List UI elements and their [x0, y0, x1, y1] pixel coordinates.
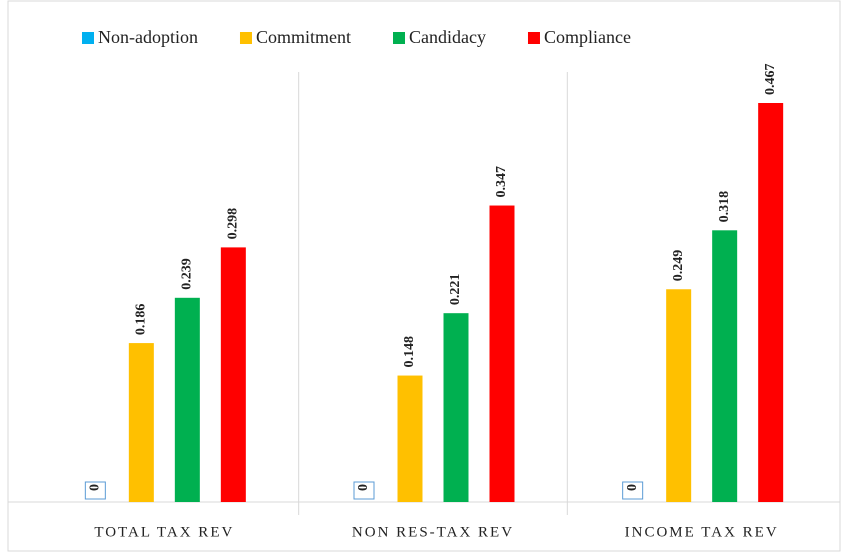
data-label: 0.347 — [494, 166, 509, 198]
bar — [712, 230, 738, 502]
legend-swatch — [393, 32, 405, 44]
bar — [443, 313, 469, 502]
x-tick-label: TOTAL TAX REV — [94, 524, 234, 540]
bar — [128, 343, 154, 502]
bar — [489, 205, 515, 502]
data-label: 0.298 — [226, 208, 241, 239]
bar — [397, 375, 423, 502]
bar — [758, 103, 784, 502]
legend-swatch — [527, 32, 540, 44]
data-label: 0 — [88, 484, 103, 491]
data-label: 0.249 — [671, 250, 686, 282]
data-label-box — [353, 481, 375, 500]
data-label: 0.239 — [180, 258, 195, 290]
data-label: 0.318 — [717, 191, 732, 223]
data-label-box — [84, 481, 106, 500]
legend-label: Non-adoption — [98, 27, 198, 47]
data-label: 0 — [625, 484, 640, 491]
bar — [174, 297, 200, 502]
data-label: 0 — [356, 484, 371, 491]
data-label: 0.467 — [763, 64, 778, 96]
legend-label: Commitment — [256, 27, 351, 47]
data-label: 0.148 — [402, 336, 417, 368]
legend-swatch — [239, 32, 252, 44]
bar — [666, 289, 692, 502]
legend-label: Compliance — [544, 27, 631, 47]
chart-frame — [7, 0, 841, 552]
data-label: 0.221 — [448, 274, 463, 306]
data-label-box — [622, 481, 644, 500]
x-tick-label: NON RES-TAX REV — [352, 524, 514, 540]
x-tick-label: INCOME TAX REV — [625, 524, 779, 540]
legend-label: Candidacy — [409, 27, 486, 47]
data-label: 0.186 — [134, 304, 149, 336]
bar — [220, 247, 246, 502]
legend-swatch — [82, 32, 94, 44]
